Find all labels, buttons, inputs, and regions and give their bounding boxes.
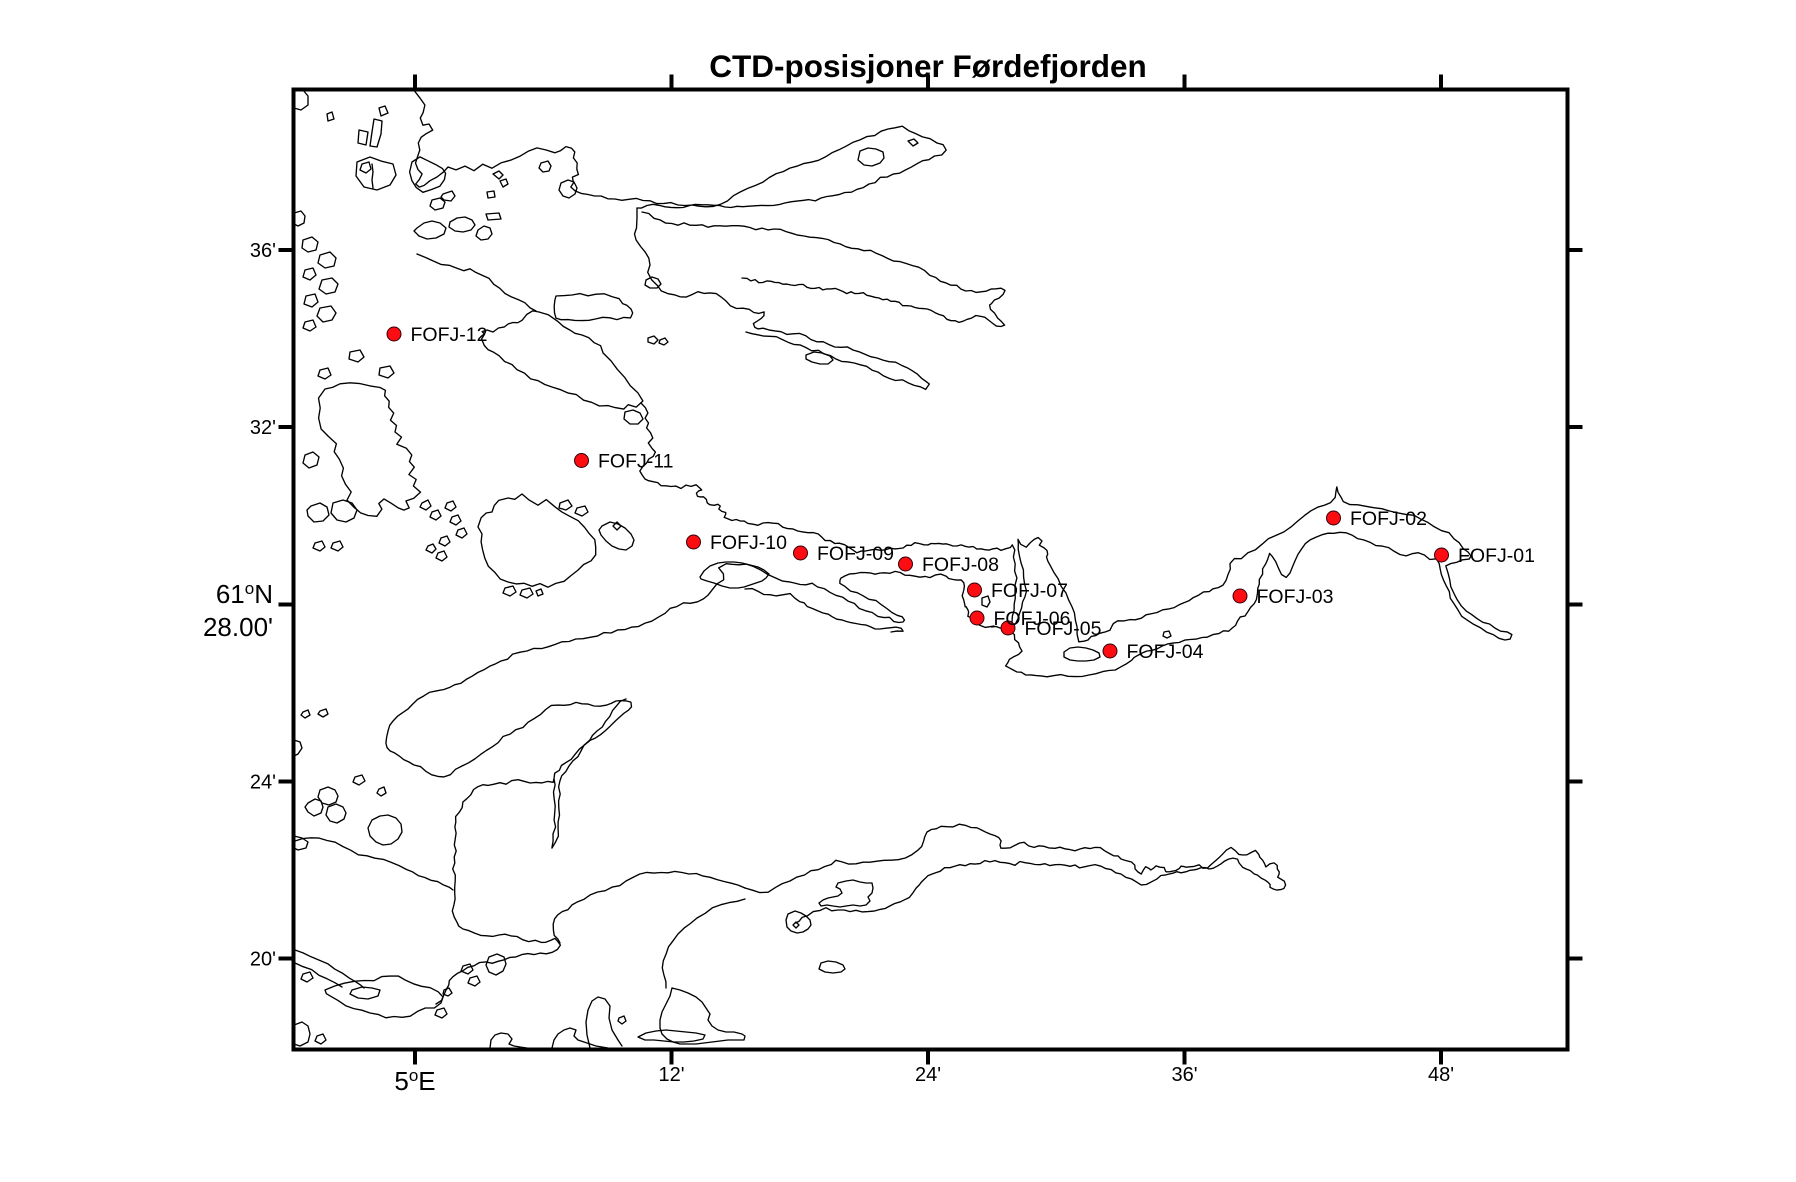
svg-text:FOFJ-01: FOFJ-01	[1458, 545, 1535, 567]
svg-text:FOFJ-09: FOFJ-09	[817, 543, 894, 565]
svg-text:FOFJ-04: FOFJ-04	[1127, 641, 1204, 663]
svg-text:FOFJ-11: FOFJ-11	[598, 451, 673, 473]
svg-text:61oN: 61oN	[216, 579, 273, 609]
svg-text:FOFJ-06: FOFJ-06	[994, 608, 1071, 630]
svg-text:FOFJ-02: FOFJ-02	[1350, 508, 1427, 530]
svg-text:FOFJ-07: FOFJ-07	[991, 580, 1068, 602]
svg-text:FOFJ-10: FOFJ-10	[710, 532, 787, 554]
svg-text:FOFJ-03: FOFJ-03	[1257, 586, 1334, 608]
svg-text:12': 12'	[658, 1064, 684, 1086]
svg-text:FOFJ-08: FOFJ-08	[922, 554, 999, 576]
svg-text:48': 48'	[1428, 1064, 1454, 1086]
svg-text:28.00': 28.00'	[203, 612, 273, 642]
svg-text:24': 24'	[250, 772, 276, 794]
svg-text:20': 20'	[250, 949, 276, 971]
svg-text:36': 36'	[250, 240, 276, 262]
svg-text:FOFJ-05: FOFJ-05	[1025, 618, 1102, 640]
svg-text:36': 36'	[1171, 1064, 1197, 1086]
svg-text:CTD-posisjoner Førdefjorden: CTD-posisjoner Førdefjorden	[709, 48, 1147, 84]
svg-text:32': 32'	[250, 417, 276, 439]
svg-text:24': 24'	[915, 1064, 941, 1086]
svg-text:FOFJ-12: FOFJ-12	[411, 324, 488, 346]
